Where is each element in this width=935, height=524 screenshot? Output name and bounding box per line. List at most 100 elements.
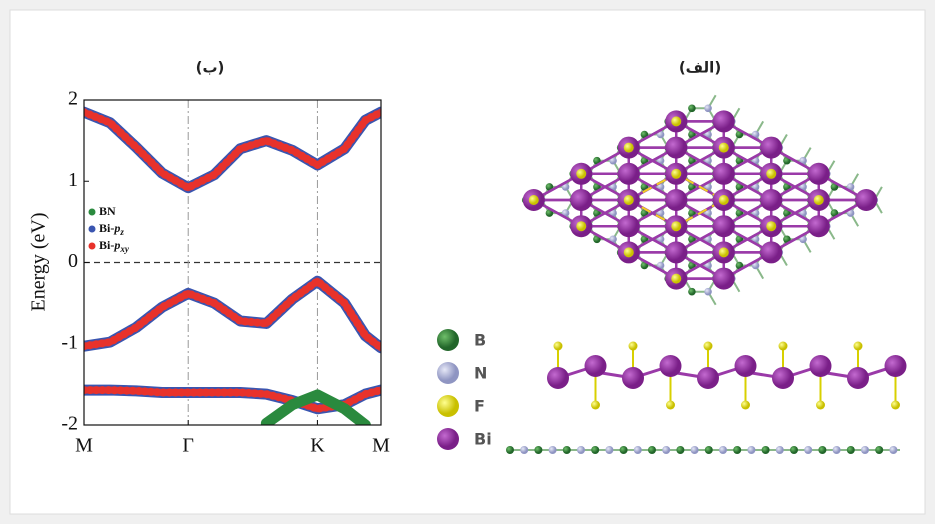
legend-sub: z: [119, 227, 124, 237]
plot-frame: [83, 99, 382, 426]
atom-f: [623, 195, 634, 205]
atom-f: [718, 142, 729, 153]
atom-b: [688, 104, 696, 113]
atom-n: [751, 156, 760, 165]
atom-bi: [847, 367, 869, 389]
atom-b: [783, 156, 791, 165]
atom-f: [703, 341, 713, 351]
atom-f: [671, 116, 682, 127]
atom-bn: [605, 446, 614, 454]
atom-n: [799, 235, 807, 244]
atom-f: [576, 168, 587, 179]
atom-bi: [617, 162, 640, 185]
atom-bi: [809, 355, 832, 377]
atom-b: [735, 183, 744, 191]
atom-b: [783, 209, 791, 217]
atom-bn: [633, 446, 642, 454]
atom-n: [656, 156, 665, 165]
x-tick-label: M: [372, 435, 390, 457]
atom-n: [799, 209, 807, 217]
atom-n: [609, 156, 617, 165]
band-core: [262, 391, 369, 425]
band-core: [84, 108, 381, 192]
atom-n: [751, 209, 760, 217]
atom-f: [766, 221, 777, 232]
atom-f: [591, 400, 600, 410]
atom-bn: [662, 446, 671, 454]
legend-marker: [88, 225, 96, 233]
legend-marker: [88, 208, 96, 216]
legend-label: Bi: [474, 430, 492, 449]
atom-bn: [676, 446, 685, 454]
atom-bn: [761, 446, 770, 454]
structure-drawing: [506, 94, 907, 454]
atom-bi: [584, 355, 607, 377]
atom-f: [666, 400, 675, 410]
bands: [84, 106, 381, 425]
atom-n: [704, 209, 712, 217]
atom-b: [830, 209, 839, 217]
atom-b: [688, 261, 696, 270]
atom-n: [656, 235, 665, 244]
atom-n: [704, 235, 712, 244]
legend-marker: [437, 428, 459, 450]
y-axis-label: Energy (eV): [28, 212, 50, 311]
atom-f: [671, 168, 682, 179]
atom-f: [853, 341, 863, 351]
atom-b: [783, 235, 791, 244]
atom-n: [846, 209, 855, 217]
atom-bn: [562, 446, 571, 454]
atom-f: [813, 195, 824, 205]
atom-bi: [772, 367, 794, 389]
atom-f: [741, 400, 750, 410]
x-tick-label: M: [75, 435, 93, 457]
atom-n: [609, 235, 617, 244]
atom-bi: [547, 367, 569, 389]
atom-bi: [570, 189, 593, 211]
atom-b: [640, 156, 649, 165]
atom-n: [609, 183, 617, 191]
legend-label: N: [474, 364, 487, 383]
atom-bi: [760, 241, 783, 264]
atom-bn: [619, 446, 628, 454]
legend-label: BN: [99, 204, 116, 218]
atom-bn: [832, 446, 841, 454]
atom-f: [576, 221, 587, 232]
legend-label: F: [474, 397, 485, 416]
atom-b: [735, 130, 744, 139]
atom-bi: [665, 241, 688, 264]
atom-f: [778, 341, 788, 351]
y-tick-label: 0: [68, 250, 78, 272]
atom-bn: [704, 446, 713, 454]
atom-bn: [534, 446, 543, 454]
atom-b: [688, 235, 696, 244]
structure-title: (الف): [679, 59, 721, 77]
atom-b: [688, 130, 696, 139]
atom-b: [735, 235, 744, 244]
atom-f: [671, 221, 682, 232]
atom-b: [640, 261, 649, 270]
atom-n: [656, 209, 665, 217]
legend-label: B: [474, 331, 486, 350]
atom-b: [593, 183, 601, 191]
atom-n: [751, 235, 760, 244]
atom-f: [766, 168, 777, 179]
atom-bn: [577, 446, 585, 454]
legend-sub: xy: [119, 244, 130, 254]
atom-f: [528, 195, 539, 205]
legend-italic: p: [113, 238, 120, 252]
legend-label: Bi-pxy: [99, 238, 130, 254]
atom-f: [718, 247, 729, 258]
atom-f: [623, 247, 634, 258]
atom-b: [545, 209, 554, 217]
atom-f: [623, 142, 634, 153]
atom-bn: [719, 446, 727, 454]
atom-b: [593, 209, 601, 217]
atom-bn: [747, 446, 756, 454]
atom-bn: [846, 446, 855, 454]
atom-bi: [855, 189, 878, 211]
atom-bi: [712, 162, 735, 185]
atom-b: [640, 130, 649, 139]
atom-bi: [807, 162, 830, 185]
